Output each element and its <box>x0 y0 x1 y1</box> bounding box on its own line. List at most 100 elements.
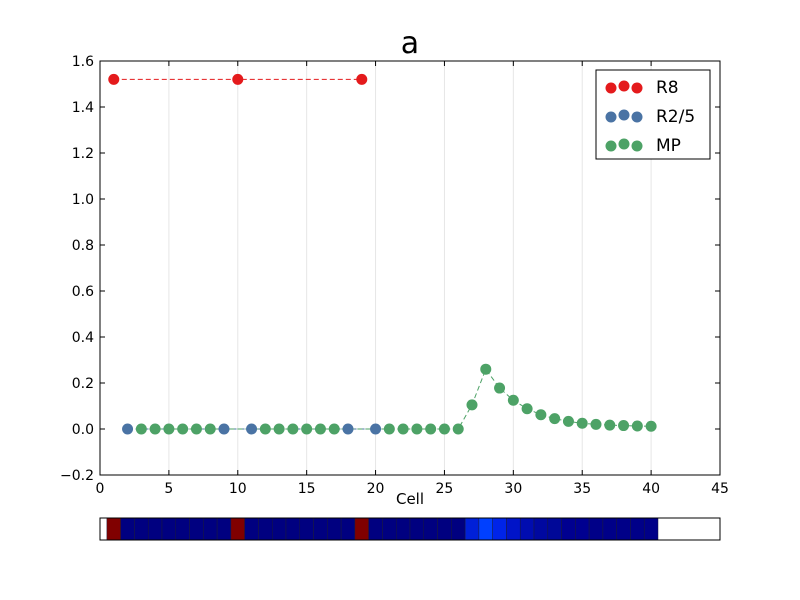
heat-cell <box>230 517 245 541</box>
data-point <box>618 420 630 432</box>
data-point <box>521 403 533 415</box>
heat-cell <box>161 517 177 541</box>
heat-cell <box>106 517 121 541</box>
legend-marker <box>605 82 617 94</box>
y-tick-label: 1.2 <box>72 146 94 162</box>
data-point <box>549 413 561 425</box>
heat-cell <box>533 517 549 541</box>
data-point <box>232 73 244 85</box>
heat-cell <box>561 517 576 541</box>
heat-strip-cells <box>106 517 659 541</box>
data-point <box>287 423 299 435</box>
legend-marker <box>631 140 643 152</box>
y-tick-label: 1.6 <box>72 54 94 70</box>
heat-cell <box>588 517 604 541</box>
heat-cell <box>368 517 383 541</box>
heat-cell <box>395 517 411 541</box>
data-point <box>259 423 271 435</box>
legend-label: R2/5 <box>656 107 695 127</box>
data-point <box>438 423 450 435</box>
legend-label: R8 <box>656 78 679 98</box>
y-tick-label: 0.4 <box>72 330 94 346</box>
data-point <box>590 418 602 430</box>
x-tick-labels: 0 5 10 15 20 25 30 35 40 45 <box>96 481 729 497</box>
heat-cell <box>519 517 535 541</box>
y-tick-label: 0.8 <box>72 238 94 254</box>
x-tick-label: 25 <box>436 481 454 497</box>
data-point <box>218 423 230 435</box>
heat-cell <box>602 517 617 541</box>
heat-cell <box>354 517 369 541</box>
data-point <box>370 423 382 435</box>
heat-cell <box>423 517 438 541</box>
data-point <box>535 409 547 421</box>
legend-label: MP <box>656 136 681 156</box>
series-line-2 <box>141 368 652 430</box>
data-point <box>562 415 574 427</box>
heat-cell <box>382 517 397 541</box>
data-point <box>204 423 216 435</box>
x-tick-label: 35 <box>573 481 591 497</box>
heat-cell <box>313 517 328 541</box>
y-tick-label: 0.2 <box>72 376 94 392</box>
y-tick-label: −0.2 <box>60 468 94 484</box>
x-tick-label: 45 <box>711 481 729 497</box>
data-point <box>466 399 478 411</box>
data-point <box>356 73 368 85</box>
data-point <box>190 423 202 435</box>
data-point <box>631 420 643 432</box>
heat-cell <box>216 517 232 541</box>
y-tick-label: 1.4 <box>72 100 94 116</box>
data-point <box>149 423 161 435</box>
data-point <box>480 363 492 375</box>
legend-marker <box>618 80 630 92</box>
heat-cell <box>547 517 562 541</box>
data-point <box>328 423 340 435</box>
data-point <box>122 423 134 435</box>
heat-cell <box>147 517 163 541</box>
heat-cell <box>409 517 425 541</box>
legend-marker <box>605 140 617 152</box>
heat-cell <box>285 517 301 541</box>
data-point <box>507 394 519 406</box>
heat-cell <box>492 517 507 541</box>
heat-cell <box>175 517 190 541</box>
heat-cell <box>464 517 480 541</box>
heat-cell <box>299 517 314 541</box>
data-point <box>411 423 423 435</box>
data-point <box>273 423 285 435</box>
heat-cell <box>258 517 273 541</box>
data-point <box>301 423 313 435</box>
data-point <box>576 417 588 429</box>
heat-cell <box>630 517 645 541</box>
x-axis-label: Cell <box>396 490 424 508</box>
data-point <box>645 420 657 432</box>
data-point <box>397 423 409 435</box>
heat-cell <box>189 517 204 541</box>
heat-cell <box>203 517 218 541</box>
data-point <box>425 423 437 435</box>
legend-items: R8 R2/5 MP <box>605 78 695 156</box>
legend-marker <box>618 138 630 150</box>
legend: R8 R2/5 MP <box>595 69 711 160</box>
legend-marker <box>618 109 630 121</box>
y-tick-label: 0.6 <box>72 284 94 300</box>
y-tick-labels: −0.2 0.0 0.2 0.4 0.6 0.8 1.0 1.2 1.4 1.6 <box>60 54 94 484</box>
heat-cell <box>271 517 287 541</box>
x-tick-label: 15 <box>298 481 316 497</box>
heat-cell <box>506 517 521 541</box>
heat-cell <box>437 517 452 541</box>
x-tick-label: 30 <box>504 481 522 497</box>
data-point <box>135 423 147 435</box>
data-point <box>177 423 189 435</box>
data-point <box>494 382 506 394</box>
heat-cell <box>120 517 135 541</box>
heat-cell <box>575 517 590 541</box>
data-point <box>314 423 326 435</box>
x-tick-label: 0 <box>96 481 105 497</box>
y-tick-label: 0.0 <box>72 422 94 438</box>
data-point <box>383 423 395 435</box>
x-tick-label: 40 <box>642 481 660 497</box>
data-points <box>108 73 657 435</box>
